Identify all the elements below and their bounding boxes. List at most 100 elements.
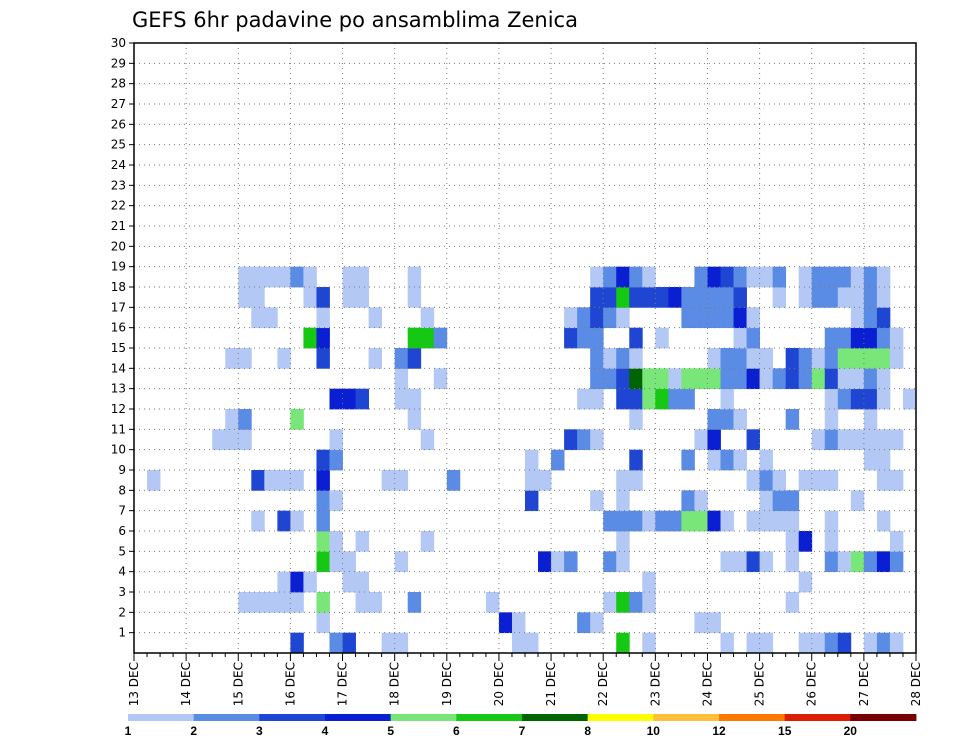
precip-cell [889, 470, 904, 491]
precip-cell [577, 612, 591, 634]
precip-cell [603, 551, 617, 573]
precip-cell [355, 592, 369, 613]
y-tick-label: 16 [111, 321, 126, 335]
precip-cell [511, 632, 526, 654]
precip-cell [629, 348, 643, 369]
precip-cell [407, 348, 422, 369]
precip-cell [251, 510, 265, 532]
precip-cell [824, 348, 839, 369]
precip-cell [355, 531, 369, 552]
precip-cell [251, 307, 265, 329]
colorbar-label: 12 [712, 724, 726, 738]
colorbar-swatch [390, 714, 457, 721]
precip-cell [603, 307, 617, 329]
precip-cell [394, 348, 409, 369]
precip-cell [290, 632, 304, 654]
precip-cell [759, 470, 774, 491]
precip-cell [837, 348, 852, 369]
precip-cell [902, 388, 917, 410]
x-tick-label: 22 DEC [596, 662, 610, 706]
precip-cell [733, 551, 747, 573]
precip-cell [277, 510, 291, 532]
precip-cell [616, 266, 630, 288]
y-axis-ticks: 1234567891011121314151617181920212223242… [111, 36, 134, 640]
precip-cell [863, 449, 878, 471]
precip-cell [316, 449, 330, 471]
precip-cell [850, 287, 865, 308]
precip-cell [629, 470, 643, 491]
precip-cell [824, 266, 839, 288]
precip-cell [772, 368, 787, 390]
precip-cell [707, 368, 721, 390]
precip-cell [225, 348, 239, 369]
precip-cell [264, 266, 278, 288]
precip-cell [251, 470, 265, 491]
x-tick-label: 19 DEC [440, 662, 454, 706]
precip-cell [798, 531, 813, 552]
precip-cell [642, 571, 656, 593]
precip-cell [316, 470, 330, 491]
precip-cell [603, 510, 617, 532]
precip-cell [876, 388, 891, 410]
precip-cell [876, 266, 891, 288]
precip-cell [746, 429, 760, 451]
precip-cell [316, 287, 330, 308]
precip-cell [694, 490, 708, 512]
colorbar-swatch [128, 714, 195, 721]
precip-cell [785, 551, 800, 573]
precip-cell [485, 592, 500, 613]
precip-cell [264, 470, 278, 491]
precip-cell [694, 368, 708, 390]
precip-cell [746, 348, 760, 369]
precip-cell [785, 490, 800, 512]
precip-cell [616, 592, 630, 613]
precip-cell [420, 429, 435, 451]
colorbar-label: 3 [256, 724, 263, 738]
precip-cell [655, 510, 669, 532]
x-tick-label: 18 DEC [388, 662, 402, 706]
precip-cell [798, 571, 813, 593]
y-tick-label: 17 [111, 300, 126, 314]
precip-cell [238, 266, 252, 288]
y-tick-label: 29 [111, 56, 126, 70]
colorbar-label: 4 [322, 724, 329, 738]
precip-cell [577, 388, 591, 410]
precip-cell [720, 266, 734, 288]
precip-cell [889, 551, 904, 573]
colorbar-label: 7 [519, 724, 526, 738]
precip-cell [368, 348, 383, 369]
precip-cell [850, 368, 865, 390]
precip-cell [785, 592, 800, 613]
precip-cell [876, 632, 891, 654]
precip-cell [316, 327, 330, 349]
x-tick-label: 26 DEC [805, 662, 819, 706]
x-tick-label: 17 DEC [336, 662, 350, 706]
precip-cell [642, 287, 656, 308]
precip-cell [863, 348, 878, 369]
precip-cell [798, 287, 813, 308]
y-tick-label: 21 [111, 219, 126, 233]
precip-cell [746, 470, 760, 491]
precip-cell [759, 551, 774, 573]
y-tick-label: 3 [118, 585, 126, 599]
precip-cell [746, 632, 760, 654]
precip-cell [824, 510, 839, 532]
precip-cell [407, 592, 422, 613]
precip-cell [811, 266, 826, 288]
precip-cell [785, 531, 800, 552]
colorbar-label: 10 [647, 724, 661, 738]
precip-cell [733, 327, 747, 349]
precip-cell [850, 266, 865, 288]
x-tick-label: 14 DEC [179, 662, 193, 706]
precip-cell [238, 348, 252, 369]
precip-cell [420, 327, 435, 349]
precip-cell [798, 470, 813, 491]
precip-cell [225, 429, 239, 451]
precip-cell [772, 266, 787, 288]
precip-cell [394, 470, 409, 491]
precip-cell [603, 368, 617, 390]
precip-cell [785, 510, 800, 532]
precip-cell [407, 388, 422, 410]
precip-cell [629, 266, 643, 288]
precip-cell [811, 632, 826, 654]
